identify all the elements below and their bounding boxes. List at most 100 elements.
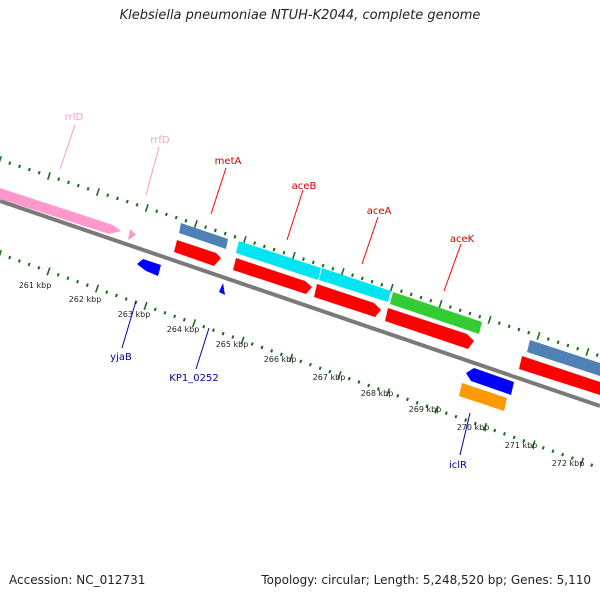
inner-ring-major-tick <box>337 371 342 380</box>
scale-label-269: 269 kbp <box>409 405 442 414</box>
inner-ring-minor-tick <box>425 404 429 409</box>
outer-ring-minor-tick <box>370 279 374 284</box>
scale-labels: 261 kbp 262 kbp 263 kbp 264 kbp 265 kbp … <box>19 281 585 468</box>
inner-ring-minor-tick <box>231 335 235 339</box>
inner-ring-minor-tick <box>444 411 448 416</box>
inner-ring-minor-tick <box>202 324 206 329</box>
outer-ring-minor-tick <box>27 167 31 172</box>
inner-ring-minor-tick <box>551 449 555 454</box>
outer-ring-minor-tick <box>213 228 217 233</box>
inner-ring-minor-tick <box>260 345 264 350</box>
outer-ring-minor-tick <box>331 266 335 271</box>
outer-ring-major-tick <box>585 347 590 356</box>
inner-ring-major-tick <box>94 284 100 293</box>
outer-ring-major-tick <box>95 187 100 197</box>
inner-ring-minor-tick <box>250 342 254 346</box>
gene-upper-cyan-2[interactable] <box>319 268 391 302</box>
gene-aceK[interactable] <box>385 308 474 349</box>
inner-ring-minor-tick <box>376 387 380 391</box>
inner-ring-minor-tick <box>66 276 70 281</box>
label-iclR: iclR <box>449 460 467 471</box>
inner-ring-minor-tick <box>27 262 31 267</box>
inner-ring-minor-tick <box>473 421 477 426</box>
gene-upper-red-right[interactable] <box>519 356 600 395</box>
scale-label-264: 264 kbp <box>167 325 200 334</box>
outer-ring-minor-tick <box>135 202 139 207</box>
leader-metA <box>210 167 227 215</box>
leader-rrfD <box>145 146 160 196</box>
leader-KP1_0252 <box>195 327 210 370</box>
outer-ring-minor-tick <box>8 161 12 166</box>
outer-ring-minor-tick <box>233 234 237 239</box>
inner-ring-minor-tick <box>541 445 545 450</box>
topology-text: Topology: circular; Length: 5,248,520 bp… <box>261 573 591 587</box>
gene-yjaB[interactable] <box>137 259 161 276</box>
label-rrfD: rrfD <box>150 135 170 146</box>
gene-iclR[interactable] <box>466 368 514 395</box>
gene-lower-orange[interactable] <box>459 383 507 411</box>
outer-ring-minor-tick <box>448 305 452 309</box>
outer-ring-minor-tick <box>399 289 403 294</box>
outer-ring-minor-tick <box>429 298 433 303</box>
outer-ring-minor-tick <box>37 170 41 175</box>
leader-iclR <box>459 412 471 456</box>
outer-ring-minor-tick <box>507 324 511 329</box>
gene-upper-steel-1[interactable] <box>179 223 228 249</box>
outer-ring-major-tick <box>242 235 247 245</box>
outer-ring-minor-tick <box>76 183 80 188</box>
outer-ring-major-tick <box>389 283 394 292</box>
gene-aceB[interactable] <box>233 258 312 294</box>
inner-ring-minor-tick <box>76 279 80 284</box>
outer-ring-minor-tick <box>204 225 208 230</box>
outer-ring-minor-tick <box>164 212 168 217</box>
scale-label-262: 262 kbp <box>69 295 102 304</box>
gene-KP1_0252[interactable] <box>219 283 225 295</box>
outer-ring-major-tick <box>144 203 149 213</box>
outer-ring-minor-tick <box>116 196 119 201</box>
outer-ring-minor-tick <box>125 199 129 204</box>
inner-ring-minor-tick <box>328 369 332 374</box>
outer-ring-minor-tick <box>468 311 472 316</box>
leader-aceB <box>286 189 304 241</box>
inner-ring-minor-tick <box>502 432 506 436</box>
inner-ring-minor-tick <box>124 297 128 301</box>
inner-ring-minor-tick <box>590 463 594 467</box>
leader-aceK <box>443 243 462 292</box>
inner-ring-minor-tick <box>396 394 400 398</box>
outer-ring-major-tick <box>340 267 345 276</box>
inner-ring-major-tick <box>579 457 585 466</box>
inner-ring-minor-tick <box>221 331 225 336</box>
inner-ring-minor-tick <box>211 328 215 332</box>
outer-ring-minor-tick <box>223 231 227 236</box>
gene-aceA[interactable] <box>314 284 381 317</box>
inner-ring-minor-tick <box>308 362 312 367</box>
outer-ring-minor-tick <box>106 193 110 198</box>
outer-ring-minor-tick <box>419 295 423 300</box>
outer-ring-minor-tick <box>86 186 90 191</box>
inner-ring-minor-tick <box>405 397 409 402</box>
gene-rrfD[interactable] <box>128 229 136 240</box>
label-metA: metA <box>215 156 242 167</box>
outer-ring-minor-tick <box>253 241 257 246</box>
inner-ring-minor-tick <box>318 366 322 371</box>
scale-label-271: 271 kbp <box>505 441 538 450</box>
scale-label-270: 270 kbp <box>457 423 490 432</box>
inner-ring-major-tick <box>482 422 488 432</box>
outer-ring-minor-tick <box>18 164 22 169</box>
scale-label-266: 266 kbp <box>264 355 297 364</box>
outer-tick-ring <box>0 155 599 357</box>
inner-ring-minor-tick <box>357 380 361 384</box>
gene-upper-green-1[interactable] <box>390 292 482 334</box>
inner-ring-major-tick <box>143 301 148 310</box>
outer-ring-minor-tick <box>57 177 61 182</box>
gene-upper-steel-2[interactable] <box>527 340 600 376</box>
inner-ring-major-tick <box>240 336 245 345</box>
inner-ring-major-tick <box>434 405 439 414</box>
map-title: Klebsiella pneumoniae NTUH-K2044, comple… <box>119 8 481 23</box>
gene-metA[interactable] <box>174 240 221 266</box>
outer-ring-minor-tick <box>595 353 599 357</box>
gene-rrlD[interactable] <box>0 188 121 234</box>
gene-upper-cyan-1[interactable] <box>236 241 321 280</box>
outer-ring-minor-tick <box>517 327 521 332</box>
